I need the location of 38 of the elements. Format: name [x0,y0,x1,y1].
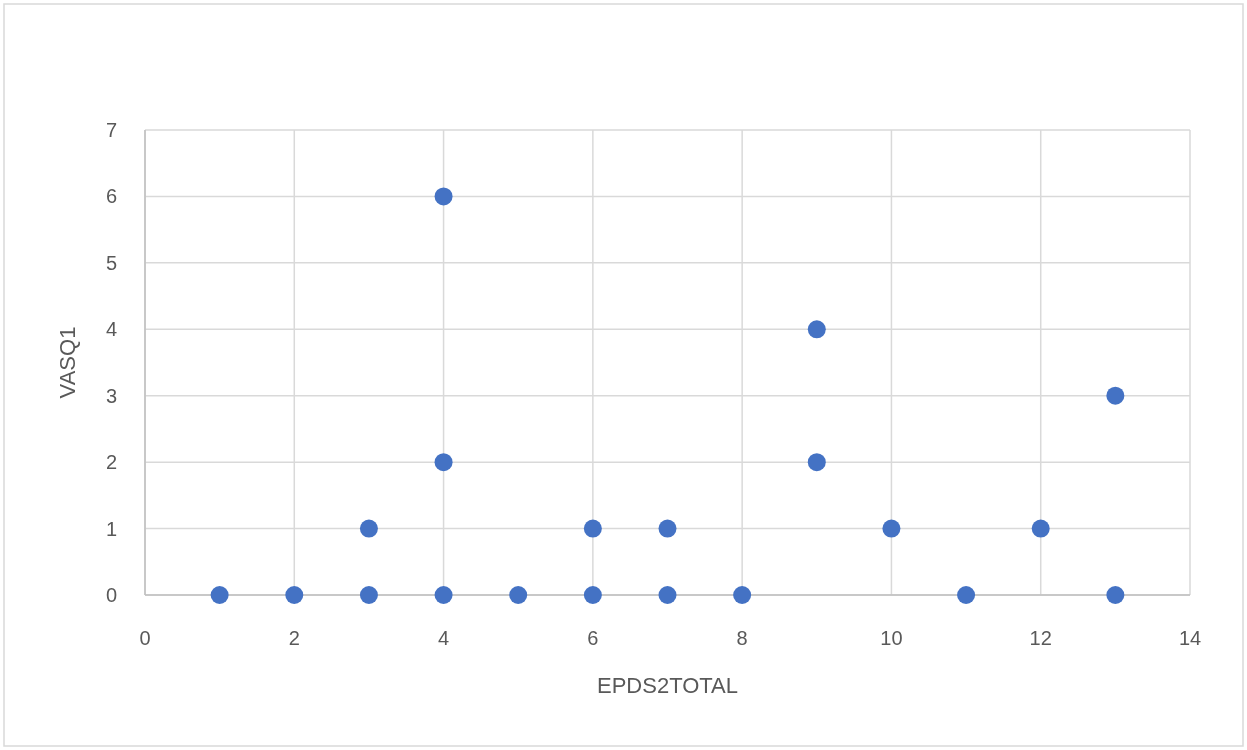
y-tick-label: 5 [105,251,117,274]
y-tick-label: 7 [105,119,117,141]
y-tick-label: 2 [105,451,117,474]
x-tick-label: 8 [736,627,748,649]
point [658,519,677,538]
point [658,586,677,604]
y-tick-label: 0 [105,584,117,606]
point [434,187,453,206]
point [957,586,976,604]
point [1106,386,1125,405]
point [434,453,453,472]
point [1106,586,1125,604]
y-tick-label: 3 [105,384,117,407]
point [807,320,826,339]
point [509,586,528,604]
point [733,586,752,604]
y-axis-title: VASQ1 [55,326,80,399]
point [882,519,901,538]
x-axis-title: EPDS2TOTAL [596,673,739,698]
x-tick-label: 4 [438,627,450,649]
point [285,586,304,604]
point [359,586,378,604]
point [807,453,826,472]
y-tick-label: 1 [105,517,117,540]
x-tick-label: 10 [880,627,903,649]
point [1031,519,1050,538]
x-tick-label: 14 [1178,627,1202,649]
y-tick-label: 6 [105,185,117,208]
x-tick-label: 12 [1029,627,1052,649]
x-tick-label: 0 [139,627,151,649]
point [359,519,378,538]
point [210,586,229,604]
y-tick-label: 4 [105,318,117,341]
point [583,586,602,604]
x-tick-label: 2 [288,627,300,649]
point [434,586,453,604]
point [583,519,602,538]
x-tick-label: 6 [587,627,599,649]
